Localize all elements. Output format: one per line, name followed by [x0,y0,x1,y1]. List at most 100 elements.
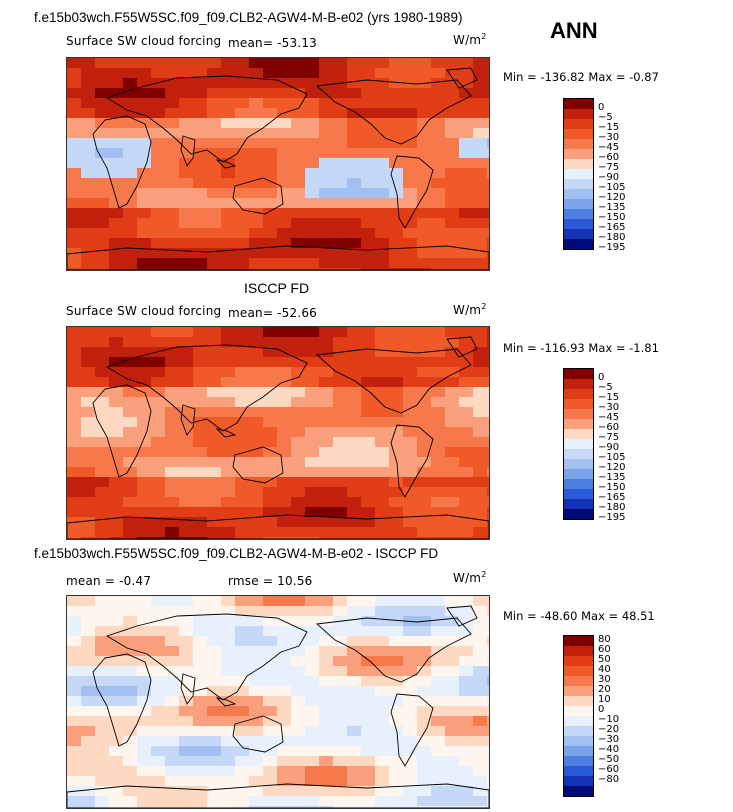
field-cell [137,716,152,727]
field-cell [193,756,208,767]
field-cell [179,188,194,199]
field-cell [417,68,432,79]
field-cell [109,507,124,518]
field-cell [431,766,446,777]
field-cell [417,666,432,677]
coastline [446,67,478,89]
field-cell [137,447,152,458]
field-cell [403,726,418,737]
field-cell [487,327,489,338]
panel3-mean: mean = -0.47 [66,574,151,588]
field-cell [165,98,180,109]
field-cell [459,128,474,139]
field-cell [109,726,124,737]
field-cell [179,796,194,807]
panel2-mean-value: -52.66 [277,306,317,320]
field-cell [361,377,376,388]
field-cell [431,327,446,338]
coastline [92,653,152,747]
field-cell [459,367,474,378]
field-cell [109,537,124,539]
field-cell [473,806,488,808]
field-cell [291,696,306,707]
field-cell [319,208,334,219]
field-cell [319,796,334,807]
field-cell [109,58,124,69]
field-cell [291,78,306,89]
field-cell [235,427,250,438]
field-cell [417,676,432,687]
field-cell [319,457,334,468]
field-cell [263,198,278,209]
field-cell [431,517,446,528]
field-cell [375,676,390,687]
colorbar-cell [564,686,593,696]
field-cell [235,796,250,807]
field-cell [333,517,348,528]
field-cell [137,268,152,270]
field-cell [319,327,334,338]
colorbar-cell [564,169,593,179]
field-cell [347,208,362,219]
field-cell [95,88,110,99]
field-cell [319,168,334,179]
field-cell [249,776,264,787]
field-cell [375,726,390,737]
field-cell [305,467,320,478]
field-cell [263,686,278,697]
field-cell [263,437,278,448]
field-cell [95,128,110,139]
field-cell [403,168,418,179]
field-cell [361,676,376,687]
field-cell [305,417,320,428]
field-cell [277,58,292,69]
field-cell [95,377,110,388]
field-cell [375,497,390,508]
panel1-min: -136.82 [540,70,585,84]
field-cell [375,766,390,777]
field-cell [193,676,208,687]
field-cell [291,477,306,488]
field-cell [291,218,306,229]
field-cell [459,78,474,89]
field-cell [179,78,194,89]
field-cell [459,158,474,169]
field-cell [333,228,348,239]
field-cell [459,507,474,518]
field-cell [95,178,110,189]
field-cell [109,128,124,139]
field-cell [459,447,474,458]
field-cell [417,198,432,209]
field-cell [389,477,404,488]
field-cell [81,716,96,727]
field-cell [95,716,110,727]
field-cell [137,357,152,368]
field-cell [67,626,82,637]
field-cell [109,786,124,797]
field-cell [403,806,418,808]
field-cell [445,158,460,169]
field-cell [459,487,474,498]
field-cell [151,188,166,199]
field-cell [473,666,488,677]
field-cell [319,437,334,448]
field-cell [109,756,124,767]
field-cell [347,487,362,498]
panel3-units: W/m2 [453,570,487,585]
field-cell [179,457,194,468]
field-cell [319,716,334,727]
field-cell [221,487,236,498]
field-cell [95,616,110,627]
field-cell [277,477,292,488]
field-cell [123,78,138,89]
field-cell [347,357,362,368]
field-cell [137,158,152,169]
field-cell [389,447,404,458]
field-cell [431,198,446,209]
field-cell [95,437,110,448]
field-cell [165,347,180,358]
field-cell [137,377,152,388]
field-cell [123,88,138,99]
field-cell [123,377,138,388]
field-cell [333,766,348,777]
